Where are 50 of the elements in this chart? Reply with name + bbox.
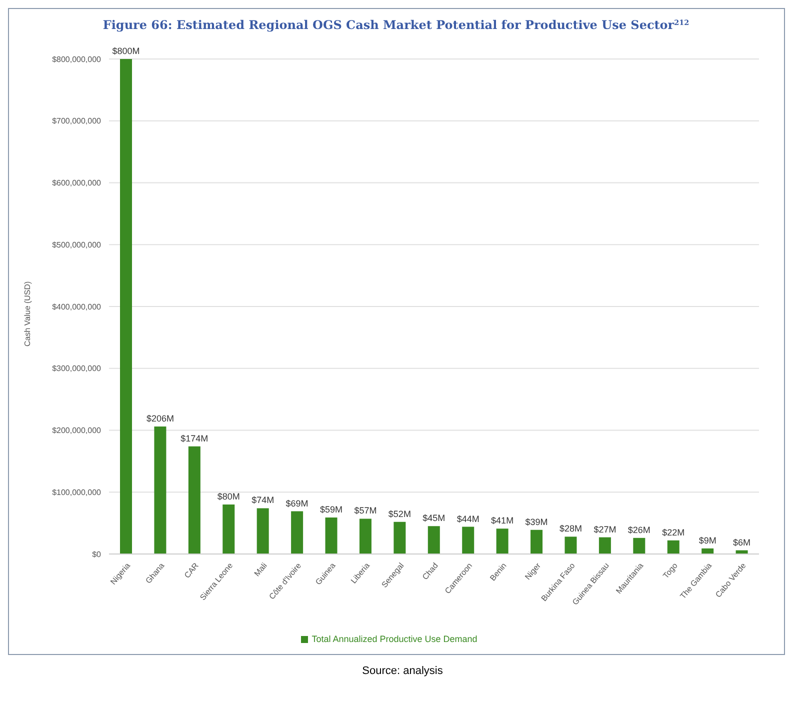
bar	[325, 517, 338, 554]
bar	[256, 508, 269, 554]
data-label: $52M	[388, 508, 411, 519]
bar	[154, 426, 166, 554]
data-label: $69M	[286, 498, 308, 508]
chart-title: Figure 66: Estimated Regional OGS Cash Market Potential for Productive Use Sector$^{212}$	[102, 18, 690, 32]
data-label: $80M	[217, 492, 240, 502]
bar	[462, 526, 474, 554]
y-tick-label: $100,000,000	[52, 488, 102, 497]
y-axis-title: Cash Value (USD)	[22, 280, 32, 346]
bar	[598, 537, 611, 554]
bar	[633, 538, 646, 554]
y-tick-label: $600,000,000	[52, 178, 102, 188]
y-tick-label: $800,000,000	[52, 54, 102, 64]
data-label: $206M	[146, 414, 174, 424]
data-label: $26M	[628, 524, 650, 535]
bar	[667, 540, 680, 554]
data-label: $6M	[733, 537, 751, 548]
bar	[222, 504, 235, 554]
y-tick-label: $0	[92, 550, 102, 559]
bar	[291, 511, 304, 554]
data-label: $800M	[112, 46, 140, 56]
data-label: $28M	[559, 524, 582, 534]
bar	[564, 536, 577, 554]
data-label: $59M	[320, 504, 343, 514]
bar	[359, 518, 372, 554]
y-tick-label: $400,000,000	[52, 302, 102, 312]
y-tick-label: $500,000,000	[52, 240, 102, 250]
source-note: Source: analysis	[361, 665, 444, 677]
bar	[702, 548, 714, 554]
data-label: $44M	[456, 514, 480, 524]
data-label: $57M	[354, 506, 377, 516]
data-label: $74M	[252, 495, 274, 506]
data-label: $22M	[662, 527, 685, 538]
bar	[120, 59, 132, 554]
y-tick-label: $200,000,000	[52, 426, 102, 436]
data-label: $9M	[698, 535, 716, 546]
data-label: $39M	[525, 516, 548, 527]
legend-label: Total Annualized Productive Use Demand	[312, 634, 478, 644]
data-label: $41M	[491, 516, 514, 526]
data-label: $174M	[180, 433, 208, 444]
bar	[394, 522, 406, 554]
data-label: $27M	[594, 524, 616, 534]
bar	[188, 446, 200, 554]
y-tick-label: $700,000,000	[52, 116, 102, 126]
bar	[496, 528, 508, 554]
bar	[428, 526, 440, 554]
bar	[530, 530, 543, 554]
data-label: $45M	[422, 513, 446, 524]
y-tick-label: $300,000,000	[52, 364, 102, 374]
